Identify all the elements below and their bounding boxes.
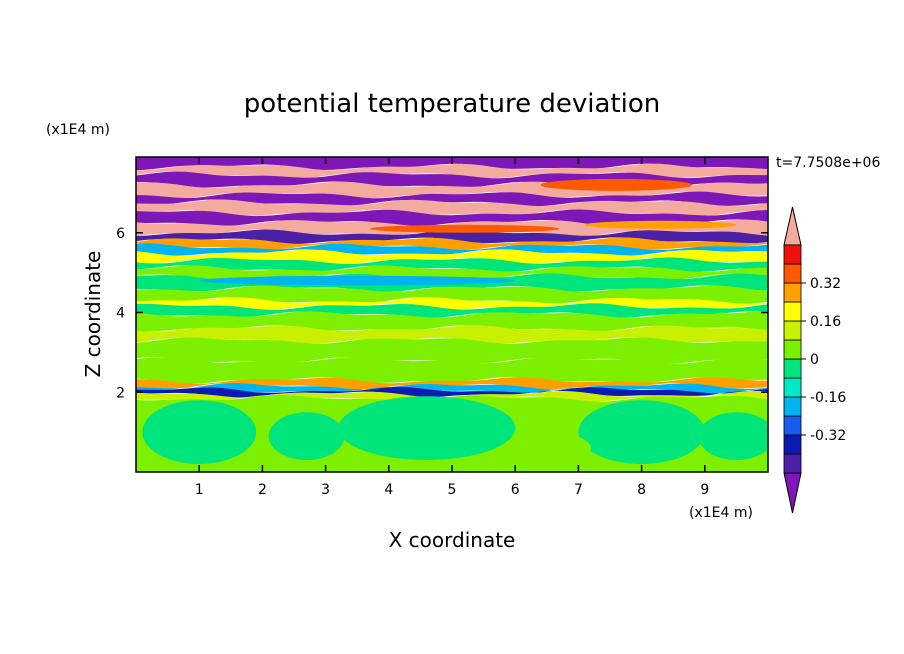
colorbar-box xyxy=(783,263,802,284)
colorbar-box xyxy=(783,453,802,474)
x-unit-label: (x1E4 m) xyxy=(689,505,753,521)
x-tick-label: 5 xyxy=(448,482,457,498)
contour-blob xyxy=(199,275,516,286)
colorbar-box xyxy=(783,244,802,265)
colorbar-box xyxy=(783,339,802,360)
colorbar-box xyxy=(783,377,802,398)
colorbar: 0.32 0.16 0 -0.16 -0.32 xyxy=(783,206,846,514)
contour-band xyxy=(136,249,768,264)
colorbar-tick-label: 0 xyxy=(810,352,819,368)
colorbar-tick-label: -0.16 xyxy=(810,390,846,406)
contour-band xyxy=(136,311,768,332)
contour-band xyxy=(136,257,768,272)
y-tick-label: 4 xyxy=(116,306,125,322)
contour-band xyxy=(136,386,768,398)
contour-band xyxy=(136,229,768,244)
contour-band xyxy=(136,325,768,344)
plot-axes: 1 2 3 4 5 6 7 8 9 2 4 6 xyxy=(116,156,769,498)
x-tick-label: 9 xyxy=(700,482,709,498)
x-tick-label: 3 xyxy=(321,482,330,498)
colorbar-tick-label: -0.32 xyxy=(810,428,846,444)
colorbar-extend-top xyxy=(783,206,802,246)
contour-blob xyxy=(540,178,693,191)
contour-band xyxy=(136,337,768,364)
colorbar-box xyxy=(783,301,802,322)
x-tick-label: 7 xyxy=(574,482,583,498)
x-axis-label: X coordinate xyxy=(389,528,516,552)
contour-band xyxy=(136,383,768,394)
contour-band xyxy=(136,237,768,251)
contour-blob xyxy=(142,400,257,465)
contour-band xyxy=(136,191,768,207)
contour-blob xyxy=(338,396,516,461)
contour-blob xyxy=(584,220,737,229)
contour-band xyxy=(136,357,768,384)
contour-band xyxy=(136,285,768,304)
contour-band xyxy=(136,243,768,256)
colorbar-box xyxy=(783,434,802,455)
x-tick-label: 8 xyxy=(637,482,646,498)
colorbar-box xyxy=(783,320,802,341)
x-tick-label: 4 xyxy=(384,482,393,498)
contour-band xyxy=(136,163,768,179)
contour-blob xyxy=(698,412,768,461)
contour-field xyxy=(136,157,768,472)
x-tick-label: 2 xyxy=(258,482,267,498)
chart-title: potential temperature deviation xyxy=(244,89,660,119)
contour-band xyxy=(136,199,768,216)
contour-blob xyxy=(502,432,592,465)
contour-band xyxy=(136,390,768,402)
y-tick-label: 6 xyxy=(116,226,125,242)
x-tick-label: 1 xyxy=(195,482,204,498)
y-axis-label: Z coordinate xyxy=(81,251,105,378)
colorbar-extend-bottom xyxy=(783,472,802,514)
time-label: t=7.7508e+06 xyxy=(776,155,880,171)
colorbar-box xyxy=(783,415,802,436)
x-tick-label: 6 xyxy=(511,482,520,498)
contour-blob xyxy=(369,224,560,233)
y-tick-label: 2 xyxy=(116,385,125,401)
colorbar-box xyxy=(783,282,802,303)
contour-band xyxy=(136,377,768,390)
colorbar-box xyxy=(783,358,802,379)
colorbar-tick-label: 0.32 xyxy=(810,276,841,292)
colorbar-tick-label: 0.16 xyxy=(810,314,841,330)
y-unit-label: (x1E4 m) xyxy=(46,122,110,138)
contour-blob xyxy=(268,412,345,461)
contour-band xyxy=(136,303,768,318)
contour-blob xyxy=(578,400,705,465)
contour-band xyxy=(136,297,768,310)
colorbar-box xyxy=(783,396,802,417)
